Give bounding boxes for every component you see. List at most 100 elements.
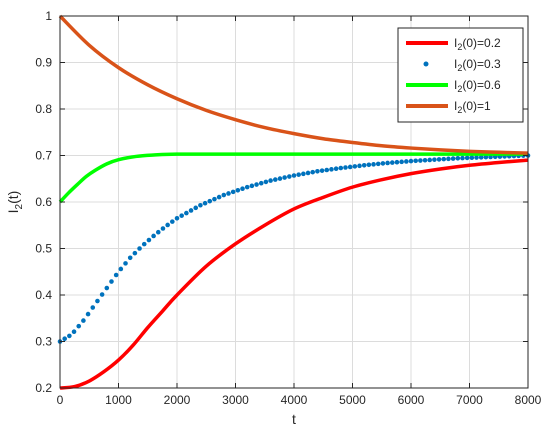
ticks <box>59 15 529 389</box>
series-2-point <box>333 166 339 172</box>
series-2-point <box>338 165 344 171</box>
series-2-point <box>165 222 170 228</box>
legend-label-sub: 2 <box>457 42 462 52</box>
series-2-point <box>464 155 470 161</box>
x-tick-label: 2000 <box>164 393 191 407</box>
series-2-point <box>375 161 381 167</box>
series-2-point <box>455 155 461 161</box>
series-2-point <box>212 196 217 202</box>
x-tick-label: 4000 <box>281 393 308 407</box>
legend-item-1: I2(0)=0.2 <box>406 36 501 52</box>
series-2-point <box>305 170 311 176</box>
y-axis-label-rest: (t) <box>5 191 21 204</box>
y-axis-label: I2(t) <box>5 191 25 214</box>
legend-label-main: I <box>454 99 457 113</box>
legend-label-main: I <box>454 78 457 92</box>
legend-label-sub: 2 <box>457 105 462 115</box>
series-layer <box>57 14 531 390</box>
series-2-point <box>432 157 437 162</box>
series-2-point <box>249 183 255 189</box>
series-2-point <box>460 155 465 161</box>
series-2-point <box>113 272 119 278</box>
y-tick-label: 1 <box>45 9 52 23</box>
y-tick-label: 0.9 <box>35 56 52 70</box>
series-2-point <box>95 298 100 304</box>
series-2-point <box>184 210 189 216</box>
x-tick-label: 7000 <box>456 393 483 407</box>
series-1-line <box>59 158 529 390</box>
tick-labels: 0 1000 2000 3000 4000 5000 6000 7000 8000 0.2 0.3 0… <box>35 9 541 407</box>
series-2-point <box>301 171 306 177</box>
x-tick-label: 6000 <box>398 393 425 407</box>
series-2-point <box>347 164 353 170</box>
series-2-point <box>357 163 362 169</box>
series-2-point <box>418 158 423 163</box>
legend: I2(0)=0.2I2(0)=0.3I2(0)=0.6I2(0)=1 <box>397 27 524 123</box>
series-2-point <box>427 157 433 163</box>
x-axis-label: t <box>292 411 296 427</box>
series-2-point <box>240 186 245 192</box>
series-3 <box>58 152 528 204</box>
series-2-point <box>179 213 184 218</box>
series-2-point <box>352 164 358 169</box>
series-2-point <box>137 246 142 251</box>
series-2-point <box>118 266 124 272</box>
legend-label-rest: (0)=0.2 <box>462 36 501 50</box>
series-2-point <box>394 159 400 165</box>
legend-label: I2(0)=0.2 <box>454 36 501 52</box>
series-2-point <box>277 176 283 181</box>
series-2-point <box>436 157 442 162</box>
series-2-point <box>127 255 133 261</box>
series-2-point <box>188 208 194 213</box>
series-2-point <box>81 318 86 323</box>
series-2-point <box>329 167 334 172</box>
legend-label-rest: (0)=0.6 <box>462 78 501 92</box>
y-tick-label: 0.6 <box>35 195 52 209</box>
series-2-point <box>151 233 156 239</box>
series-2-point <box>67 333 72 339</box>
legend-item-2: I2(0)=0.3 <box>423 57 501 73</box>
legend-label-sub: 2 <box>457 63 462 73</box>
y-tick-label: 0.3 <box>35 335 52 349</box>
series-2-point <box>268 178 273 183</box>
series-4 <box>58 14 529 155</box>
series-2-point <box>216 194 222 200</box>
series-2-point <box>99 292 105 297</box>
series-2-point <box>62 336 67 342</box>
series-2-point <box>483 154 489 160</box>
legend-item-4: I2(0)=1 <box>406 99 491 115</box>
series-1 <box>59 158 529 390</box>
x-tick-label: 1000 <box>105 393 132 407</box>
y-tick-label: 0.2 <box>35 381 52 395</box>
series-2-point <box>104 285 110 291</box>
series-2-point <box>296 172 301 177</box>
legend-label: I2(0)=1 <box>454 99 491 115</box>
series-2-point <box>361 162 367 168</box>
series-2-point <box>343 165 348 170</box>
series-2-point <box>380 161 386 166</box>
legend-label-main: I <box>454 36 457 50</box>
legend-label-main: I <box>454 57 457 71</box>
series-2-point <box>174 215 180 221</box>
series-2-point <box>469 155 475 161</box>
y-tick-label: 0.7 <box>35 149 52 163</box>
series-2-point <box>207 198 213 204</box>
series-2-point <box>160 226 166 231</box>
series-2-point <box>385 160 390 166</box>
series-2-point <box>230 189 236 195</box>
series-2-point <box>474 155 479 160</box>
series-2-point <box>221 192 227 198</box>
series-2-point <box>371 162 376 167</box>
legend-label-rest: (0)=1 <box>462 99 491 113</box>
series-2-point <box>132 250 138 256</box>
series-2-point <box>202 200 208 206</box>
series-3-line <box>58 152 528 204</box>
legend-label-rest: (0)=0.3 <box>462 57 501 71</box>
x-tick-label: 8000 <box>515 393 542 407</box>
series-2-point <box>408 158 414 164</box>
y-axis-label-main: I <box>5 209 21 213</box>
series-2-point <box>291 173 297 178</box>
series-2 <box>57 153 531 344</box>
series-2-point <box>193 205 199 211</box>
series-2-point <box>85 311 91 317</box>
